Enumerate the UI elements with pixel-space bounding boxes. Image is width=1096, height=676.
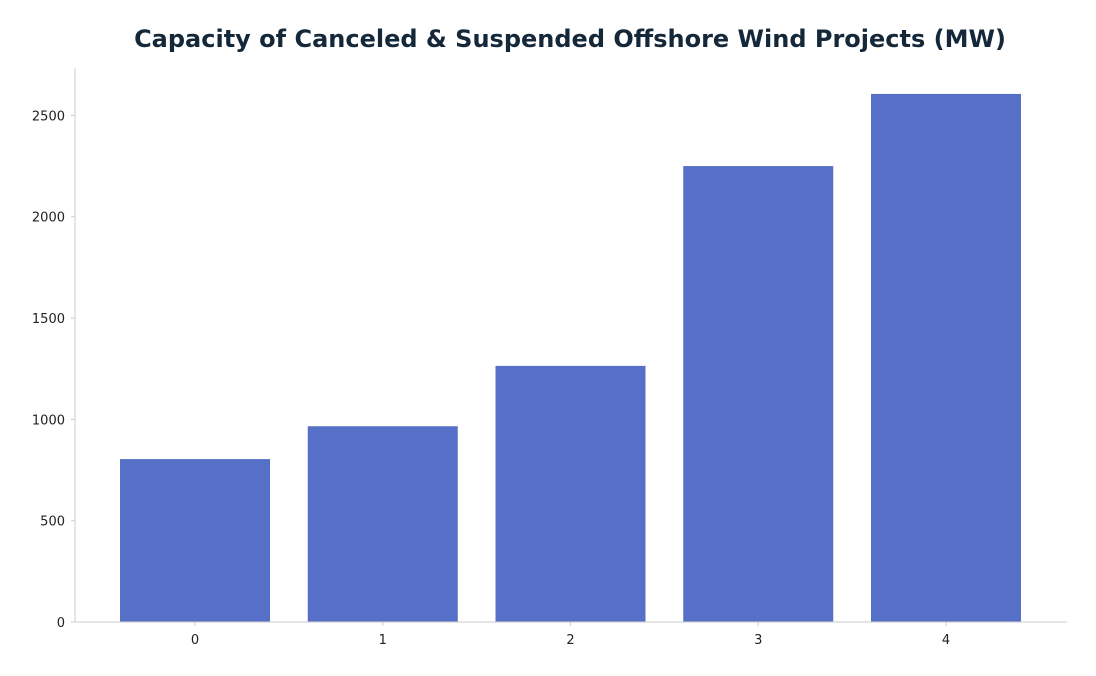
y-tick-label: 2500 (32, 109, 65, 124)
y-tick-label: 500 (40, 515, 65, 530)
y-tick-label: 0 (57, 616, 65, 631)
bar-3 (683, 166, 834, 622)
y-tick-label: 1500 (32, 312, 65, 327)
x-tick-label: 2 (566, 633, 574, 648)
x-ticks-group: 0 1 2 3 4 (191, 622, 950, 648)
x-tick-label: 4 (942, 633, 950, 648)
x-tick-label: 1 (379, 633, 387, 648)
x-tick-label: 0 (191, 633, 199, 648)
x-tick-label: 3 (754, 633, 762, 648)
chart-title: Capacity of Canceled & Suspended Offshor… (134, 25, 1006, 53)
y-ticks-group: 0 500 1000 1500 2000 2500 (32, 109, 75, 631)
bars-group (120, 93, 1021, 623)
y-tick-label: 1000 (32, 413, 65, 428)
y-tick-label: 2000 (32, 211, 65, 226)
bar-0 (120, 459, 270, 622)
bar-4 (871, 93, 1021, 623)
bar-1 (307, 426, 458, 622)
bar-2 (495, 365, 646, 622)
